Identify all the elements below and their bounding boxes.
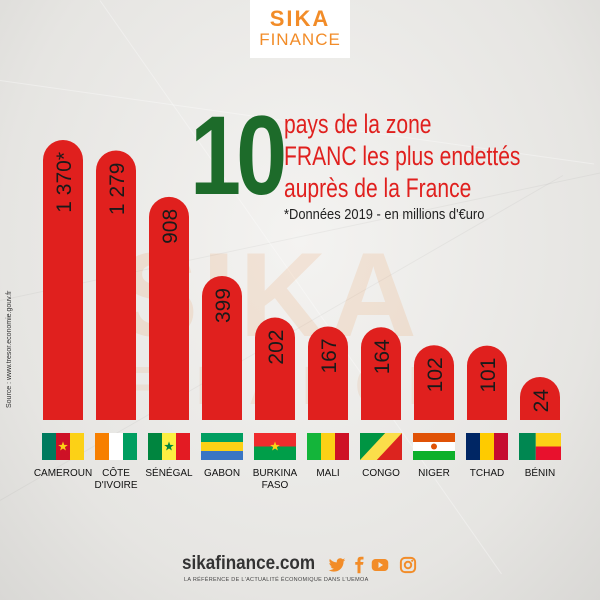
category-label-9: BÉNIN xyxy=(525,466,556,479)
bar-0 xyxy=(43,140,83,420)
value-label-1: 1 279 xyxy=(106,163,129,216)
category-label-3: GABON xyxy=(204,468,240,479)
category-label-1: D'IVOIRE xyxy=(94,480,137,491)
headline-line-1: pays de la zone xyxy=(284,109,432,139)
bar-9 xyxy=(520,377,560,420)
category-label-4: BURKINA xyxy=(253,468,298,479)
category-label-2: SÉNÉGAL xyxy=(145,466,193,479)
data-note: *Données 2019 - en millions d'€uro xyxy=(284,206,485,223)
logo-text-top: SIKA xyxy=(269,6,331,31)
youtube-icon[interactable] xyxy=(371,556,389,574)
value-label-7: 102 xyxy=(424,357,447,392)
footer-tagline: LA RÉFÉRENCE DE L'ACTUALITÉ ÉCONOMIQUE D… xyxy=(184,577,369,583)
twitter-icon[interactable] xyxy=(328,556,346,574)
sika-finance-logo[interactable]: SIKA FINANCE xyxy=(250,0,350,58)
bar-7 xyxy=(414,345,454,420)
facebook-icon[interactable] xyxy=(350,556,368,574)
bar-3 xyxy=(202,275,242,420)
category-label-5: MALI xyxy=(316,468,339,479)
value-label-3: 399 xyxy=(212,288,235,323)
category-label-0: CAMEROUN xyxy=(34,468,92,479)
instagram-icon[interactable] xyxy=(399,556,417,574)
value-label-8: 101 xyxy=(477,358,500,393)
chad-flag xyxy=(466,433,508,460)
category-label-8: TCHAD xyxy=(470,468,504,479)
congo-flag xyxy=(360,433,402,460)
footer-website[interactable]: sikafinance.com xyxy=(182,553,316,574)
value-label-4: 202 xyxy=(265,330,288,365)
bar-6 xyxy=(361,327,402,420)
logo-text-bottom: FINANCE xyxy=(259,30,341,49)
senegal-flag xyxy=(148,433,190,460)
category-label-6: CONGO xyxy=(362,468,400,479)
bar-1 xyxy=(96,150,136,420)
headline-line-3: auprès de la France xyxy=(284,173,472,203)
cameroon-flag xyxy=(42,433,84,460)
headline-text: pays de la zone FRANC les plus endettés … xyxy=(284,108,521,204)
value-label-5: 167 xyxy=(318,338,341,373)
gabon-flag xyxy=(201,433,243,460)
value-label-2: 908 xyxy=(159,209,182,244)
niger-flag xyxy=(413,433,455,460)
cote-divoire-flag xyxy=(95,433,137,460)
value-label-0: 1 370* xyxy=(53,152,76,213)
bar-4 xyxy=(255,317,295,420)
mali-flag xyxy=(307,433,349,460)
category-label-7: NIGER xyxy=(418,468,450,479)
category-label-1: CÔTE xyxy=(102,466,130,479)
category-label-4: FASO xyxy=(262,480,289,491)
burkina-faso-flag xyxy=(254,433,296,460)
bar-2 xyxy=(149,196,189,420)
value-label-9: 24 xyxy=(530,389,553,413)
benin-flag xyxy=(519,433,561,460)
bar-8 xyxy=(467,345,507,420)
headline-line-2: FRANC les plus endettés xyxy=(284,141,521,171)
bar-5 xyxy=(308,326,348,420)
value-label-6: 164 xyxy=(371,339,394,374)
headline-number: 10 xyxy=(190,93,287,218)
